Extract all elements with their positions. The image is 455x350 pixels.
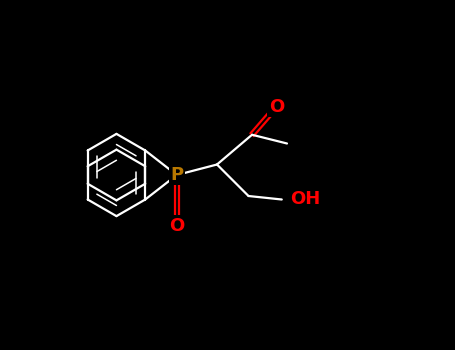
- Text: O: O: [269, 98, 284, 116]
- Text: OH: OH: [290, 190, 321, 209]
- Text: P: P: [170, 166, 183, 184]
- Text: O: O: [169, 217, 184, 235]
